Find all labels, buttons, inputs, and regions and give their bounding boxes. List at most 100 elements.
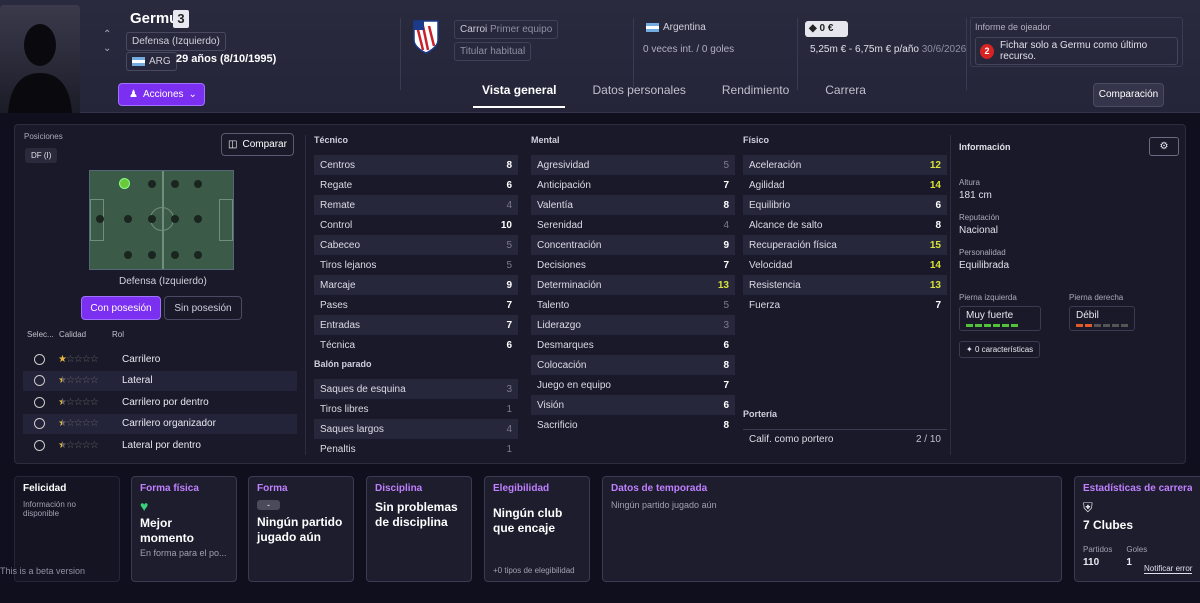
position-dot[interactable] bbox=[148, 251, 156, 259]
attribute-row[interactable]: Aceleración 12 bbox=[743, 155, 947, 175]
attribute-value: 6 bbox=[723, 399, 729, 411]
with-ball-toggle[interactable]: Con posesión bbox=[81, 296, 161, 320]
report-error-link[interactable]: Notificar error bbox=[1144, 564, 1193, 574]
attribute-row[interactable]: Regate 6 bbox=[314, 175, 518, 195]
attribute-row[interactable]: Recuperación física 15 bbox=[743, 235, 947, 255]
attribute-row[interactable]: Sacrificio 8 bbox=[531, 415, 735, 435]
player-avatar bbox=[0, 5, 80, 113]
tab-personal-data[interactable]: Datos personales bbox=[592, 83, 686, 97]
attribute-row[interactable]: Anticipación 7 bbox=[531, 175, 735, 195]
discipline-card[interactable]: Disciplina Sin problemas de disciplina bbox=[366, 476, 472, 582]
tab-performance[interactable]: Rendimiento bbox=[721, 83, 790, 97]
position-dot[interactable] bbox=[194, 251, 202, 259]
attribute-row[interactable]: Pases 7 bbox=[314, 295, 518, 315]
happiness-card[interactable]: Felicidad Información no disponible bbox=[14, 476, 120, 582]
attribute-row[interactable]: Agresividad 5 bbox=[531, 155, 735, 175]
position-dot[interactable] bbox=[148, 215, 156, 223]
attribute-row[interactable]: Valentía 8 bbox=[531, 195, 735, 215]
position-dot[interactable] bbox=[124, 215, 132, 223]
eligibility-card[interactable]: Elegibilidad Ningún club que encaje +0 t… bbox=[484, 476, 590, 582]
club-squad: Primer equipo bbox=[490, 24, 553, 35]
attribute-row[interactable]: Determinación 13 bbox=[531, 275, 735, 295]
attribute-row[interactable]: Serenidad 4 bbox=[531, 215, 735, 235]
attribute-value: 13 bbox=[717, 279, 729, 291]
role-radio[interactable] bbox=[34, 353, 45, 365]
attribute-row[interactable]: Resistencia 13 bbox=[743, 275, 947, 295]
compare-button[interactable]: ◫ Comparar bbox=[221, 133, 294, 156]
attribute-row[interactable]: Equilibrio 6 bbox=[743, 195, 947, 215]
position-dot[interactable] bbox=[171, 215, 179, 223]
player-nav-arrows[interactable]: ⌃ ⌄ bbox=[103, 29, 112, 54]
tab-career[interactable]: Carrera bbox=[825, 83, 866, 97]
attribute-row[interactable]: Colocación 8 bbox=[531, 355, 735, 375]
attribute-value: 12 bbox=[929, 159, 941, 171]
attribute-row[interactable]: Saques largos 4 bbox=[314, 419, 518, 439]
position-dot-dl[interactable] bbox=[119, 178, 130, 189]
attribute-value: 3 bbox=[506, 383, 512, 395]
nation-link[interactable]: Argentina bbox=[646, 22, 706, 33]
position-dot[interactable] bbox=[171, 251, 179, 259]
role-radio[interactable] bbox=[34, 375, 45, 386]
club-crest-icon[interactable] bbox=[413, 20, 439, 57]
position-dot[interactable] bbox=[171, 180, 179, 188]
form-card[interactable]: Forma - Ningún partido jugado aún bbox=[248, 476, 354, 582]
attribute-row[interactable]: Marcaje 9 bbox=[314, 275, 518, 295]
without-ball-toggle[interactable]: Sin posesión bbox=[164, 296, 242, 320]
attribute-row[interactable]: Talento 5 bbox=[531, 295, 735, 315]
wage-range: 5,25m € - 6,75m € p/año bbox=[810, 44, 919, 55]
attribute-row[interactable]: Centros 8 bbox=[314, 155, 518, 175]
attribute-row[interactable]: Decisiones 7 bbox=[531, 255, 735, 275]
role-row[interactable]: ★☆☆☆☆ Carrilero organizador bbox=[23, 413, 297, 434]
scout-recommendation[interactable]: 2 Fichar solo a Germu como último recurso… bbox=[975, 37, 1178, 65]
attribute-value: 7 bbox=[506, 299, 512, 311]
attribute-row[interactable]: Técnica 6 bbox=[314, 335, 518, 355]
position-dot[interactable] bbox=[96, 215, 104, 223]
attribute-row[interactable]: Velocidad 14 bbox=[743, 255, 947, 275]
comparison-button[interactable]: Comparación bbox=[1093, 83, 1164, 107]
attribute-row[interactable]: Saques de esquina 3 bbox=[314, 379, 518, 399]
attribute-value: 6 bbox=[935, 199, 941, 211]
position-dot[interactable] bbox=[148, 180, 156, 188]
attribute-row[interactable]: Control 10 bbox=[314, 215, 518, 235]
attribute-row[interactable]: Fuerza 7 bbox=[743, 295, 947, 315]
attribute-value: 9 bbox=[723, 239, 729, 251]
role-radio[interactable] bbox=[34, 439, 45, 451]
attribute-row[interactable]: Entradas 7 bbox=[314, 315, 518, 335]
attribute-row[interactable]: Liderazgo 3 bbox=[531, 315, 735, 335]
career-stats-card[interactable]: Estadísticas de carrera ⛨ 7 Clubes Parti… bbox=[1074, 476, 1200, 582]
position-tag[interactable]: DF (I) bbox=[25, 148, 58, 163]
role-radio[interactable] bbox=[34, 396, 45, 408]
attribute-row[interactable]: Juego en equipo 7 bbox=[531, 375, 735, 395]
attribute-row[interactable]: Visión 6 bbox=[531, 395, 735, 415]
attribute-row[interactable]: Alcance de salto 8 bbox=[743, 215, 947, 235]
attribute-row[interactable]: Concentración 9 bbox=[531, 235, 735, 255]
role-row[interactable]: ★☆☆☆☆ Carrilero por dentro bbox=[23, 392, 297, 412]
tab-overview[interactable]: Vista general bbox=[473, 80, 566, 108]
attribute-row[interactable]: Desmarques 6 bbox=[531, 335, 735, 355]
attribute-row[interactable]: Penaltis 1 bbox=[314, 439, 518, 459]
position-dot[interactable] bbox=[194, 215, 202, 223]
position-pitch[interactable] bbox=[89, 170, 234, 270]
fitness-card[interactable]: Forma física ♥ Mejor momento En forma pa… bbox=[131, 476, 237, 582]
info-settings-icon[interactable]: ⚙ bbox=[1149, 137, 1179, 156]
attribute-row[interactable]: Tiros libres 1 bbox=[314, 399, 518, 419]
role-radio[interactable] bbox=[34, 418, 45, 429]
attribute-row[interactable]: Remate 4 bbox=[314, 195, 518, 215]
actions-button[interactable]: ♟ Acciones ⌄ bbox=[118, 83, 205, 106]
position-dot[interactable] bbox=[194, 180, 202, 188]
roles-header-role: Rol bbox=[112, 330, 125, 339]
traits-button[interactable]: ✦ 0 características bbox=[959, 341, 1041, 358]
club-box[interactable]: Carroi Primer equipo bbox=[454, 20, 559, 39]
attribute-row[interactable]: Agilidad 14 bbox=[743, 175, 947, 195]
role-row[interactable]: ★☆☆☆☆ Lateral por dentro bbox=[23, 435, 297, 455]
right-foot-meter bbox=[1076, 324, 1128, 327]
role-quality-stars: ★☆☆☆☆ bbox=[58, 353, 99, 365]
role-row[interactable]: ★☆☆☆☆ Lateral bbox=[23, 370, 297, 391]
season-stats-card[interactable]: Datos de temporada Ningún partido jugado… bbox=[602, 476, 1062, 582]
attribute-row[interactable]: Tiros lejanos 5 bbox=[314, 255, 518, 275]
attribute-label: Serenidad bbox=[537, 219, 583, 231]
attribute-value: 15 bbox=[929, 239, 941, 251]
role-row[interactable]: ★☆☆☆☆ Carrilero bbox=[23, 349, 297, 369]
attribute-row[interactable]: Cabeceo 5 bbox=[314, 235, 518, 255]
position-dot[interactable] bbox=[124, 251, 132, 259]
